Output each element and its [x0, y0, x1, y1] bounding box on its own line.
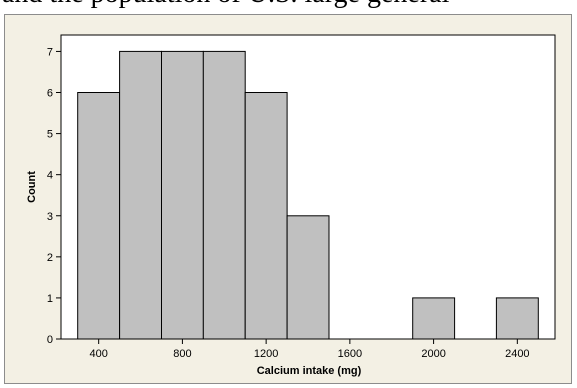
y-axis-title: Count — [26, 171, 38, 203]
y-ticks-layer: 0 1 2 3 4 5 6 7 — [47, 46, 61, 346]
x-tick-label: 800 — [173, 348, 191, 360]
x-tick-label: 2400 — [505, 348, 529, 360]
histogram-bar — [244, 92, 288, 340]
y-tick-label: 1 — [47, 293, 53, 305]
context-text: and the population of U.S. large general — [2, 0, 449, 10]
x-axis-title: Calcium intake (mg) — [257, 365, 362, 377]
x-tick-label: 2000 — [421, 348, 445, 360]
histogram-bar — [161, 50, 204, 340]
y-tick-label: 4 — [47, 170, 53, 182]
y-tick-label: 6 — [47, 88, 53, 100]
bars-layer — [77, 50, 539, 340]
histogram-bar — [495, 297, 539, 340]
x-tick-label: 1200 — [254, 348, 278, 360]
histogram-bar — [77, 92, 121, 340]
y-tick-label: 7 — [47, 46, 53, 58]
y-tick-label: 3 — [47, 211, 53, 223]
histogram-bar — [286, 215, 330, 340]
x-tick-label: 1600 — [338, 348, 362, 360]
histogram-bar — [202, 50, 246, 340]
x-ticks-layer: 400 800 1200 1600 2000 2400 — [89, 339, 530, 360]
x-tick-label: 400 — [89, 348, 107, 360]
y-tick-label: 0 — [47, 334, 53, 346]
y-tick-label: 5 — [47, 129, 53, 141]
y-tick-label: 2 — [47, 252, 53, 264]
histogram-bar — [119, 50, 162, 340]
histogram-bar — [412, 297, 456, 340]
